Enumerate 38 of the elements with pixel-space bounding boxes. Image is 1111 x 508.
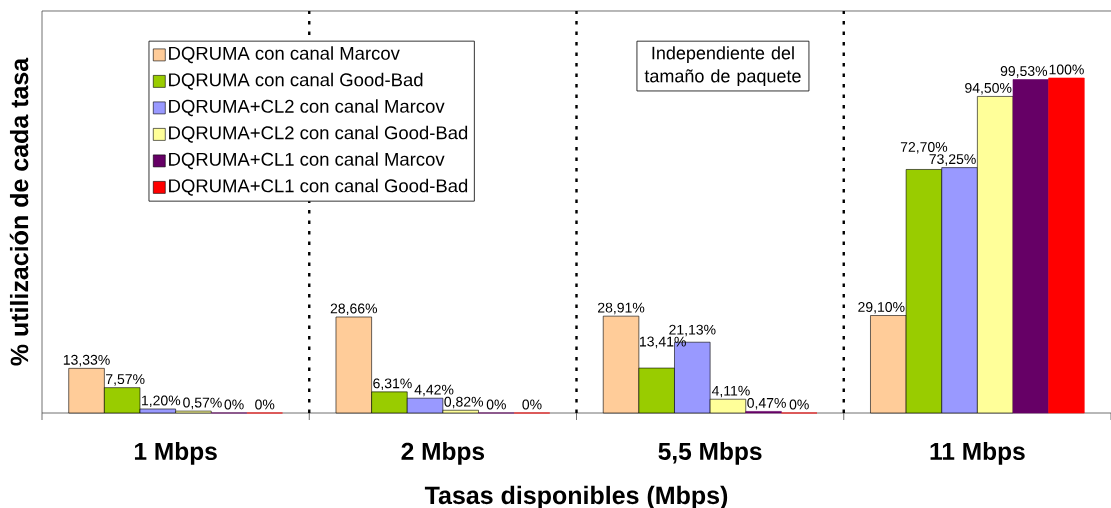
data-label: 100%: [1049, 64, 1084, 75]
data-label: 13,33%: [63, 354, 110, 367]
data-label: 28,66%: [330, 303, 378, 316]
data-label: 21,13%: [669, 324, 716, 337]
data-label: 73,25%: [929, 154, 976, 166]
data-label: 0%: [789, 399, 809, 410]
data-label: 7,57%: [106, 374, 145, 386]
data-label: 4,42%: [414, 384, 454, 397]
data-label: 13,41%: [640, 336, 686, 349]
data-label: 0,47%: [747, 397, 786, 410]
annotation: Independiente del tamaño de paquete: [644, 46, 801, 86]
data-label: 0,82%: [444, 396, 484, 409]
bar: [1048, 77, 1085, 414]
data-label: 28,91%: [598, 302, 645, 315]
legend-label: DQRUMA+CL2 con canal Marcov: [169, 99, 445, 117]
data-label: 0%: [224, 399, 244, 410]
data-label: 0%: [486, 399, 506, 410]
data-label: 94,50%: [965, 82, 1012, 95]
legend-label: DQRUMA con canal Marcov: [169, 46, 400, 64]
data-label: 29,10%: [858, 302, 905, 314]
data-label: 72,70%: [900, 141, 948, 154]
bar: [1012, 79, 1049, 414]
x-tick-label: 1 Mbps: [134, 442, 217, 465]
legend-label: DQRUMA con canal Good-Bad: [169, 72, 423, 90]
x-tick-label: 2 Mbps: [401, 442, 485, 465]
x-tick-label: 11 Mbps: [930, 442, 1025, 465]
x-tick-label: 5,5 Mbps: [658, 442, 762, 465]
legend-label: DQRUMA+CL1 con canal Good-Bad: [169, 178, 468, 196]
data-label: 0%: [255, 399, 275, 410]
data-label: 0,57%: [183, 397, 222, 410]
data-label: 99,53%: [1000, 66, 1048, 78]
legend-label: DQRUMA+CL1 con canal Marcov: [169, 152, 445, 170]
y-axis-title: % utilización de cada tasa: [9, 57, 29, 366]
data-label: 6,31%: [373, 378, 412, 390]
data-label: 1,20%: [142, 395, 181, 408]
legend-label: DQRUMA+CL2 con canal Good-Bad: [169, 125, 468, 143]
data-label: 0%: [522, 399, 542, 410]
data-label: 4,11%: [711, 385, 750, 398]
